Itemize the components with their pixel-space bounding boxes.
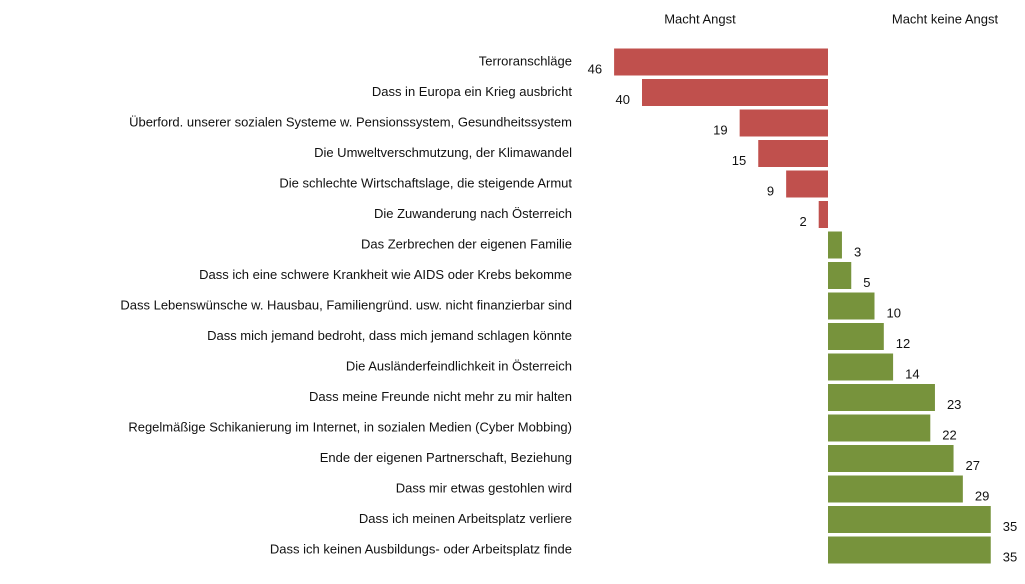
value-label: 10	[887, 305, 901, 320]
category-label: Die Umweltverschmutzung, der Klimawandel	[314, 145, 572, 160]
value-label: 14	[905, 366, 919, 381]
value-label: 46	[588, 61, 602, 76]
category-label: Die Zuwanderung nach Österreich	[374, 206, 572, 221]
value-label: 12	[896, 336, 910, 351]
value-label: 3	[854, 244, 861, 259]
value-label: 15	[732, 153, 746, 168]
bar	[758, 140, 828, 167]
category-label: Dass ich meinen Arbeitsplatz verliere	[359, 511, 572, 526]
value-label: 2	[799, 214, 806, 229]
bar	[828, 353, 894, 381]
bar	[828, 475, 963, 503]
category-label: Regelmäßige Schikanierung im Internet, i…	[128, 419, 572, 434]
bar	[642, 79, 828, 106]
bar	[828, 262, 852, 289]
bar	[614, 48, 828, 76]
legend-header: Macht keine Angst	[892, 11, 999, 26]
bar	[828, 231, 842, 259]
category-label: Die schlechte Wirtschaftslage, die steig…	[279, 175, 572, 190]
value-label: 29	[975, 488, 989, 503]
category-label: Dass mir etwas gestohlen wird	[396, 480, 572, 495]
bar	[818, 201, 828, 228]
bar	[828, 384, 935, 411]
value-label: 5	[863, 275, 870, 290]
bar	[828, 414, 931, 442]
legend-header: Macht Angst	[664, 11, 736, 26]
value-label: 22	[942, 427, 956, 442]
value-label: 23	[947, 397, 961, 412]
value-label: 35	[1003, 549, 1017, 564]
bar	[828, 506, 991, 533]
value-label: 9	[767, 183, 774, 198]
category-label: Dass ich keinen Ausbildungs- oder Arbeit…	[270, 541, 572, 556]
category-label: Dass in Europa ein Krieg ausbricht	[372, 84, 573, 99]
value-label: 19	[713, 122, 727, 137]
category-label: Dass Lebenswünsche w. Hausbau, Familieng…	[120, 297, 572, 312]
category-label: Das Zerbrechen der eigenen Familie	[361, 236, 572, 251]
category-label: Die Ausländerfeindlichkeit in Österreich	[346, 358, 572, 373]
category-label: Dass ich eine schwere Krankheit wie AIDS…	[199, 267, 572, 282]
value-label: 35	[1003, 519, 1017, 534]
bar	[739, 109, 828, 137]
category-label: Dass mich jemand bedroht, dass mich jema…	[207, 328, 572, 343]
value-label: 27	[966, 458, 980, 473]
value-label: 40	[616, 92, 630, 107]
category-label: Terroranschläge	[479, 53, 572, 68]
bar	[828, 323, 884, 350]
bar	[828, 445, 954, 472]
bar	[828, 292, 875, 320]
bar	[786, 170, 828, 198]
bar	[828, 536, 991, 564]
category-label: Dass meine Freunde nicht mehr zu mir hal…	[309, 389, 572, 404]
category-label: Ende der eigenen Partnerschaft, Beziehun…	[320, 450, 572, 465]
category-label: Überford. unserer sozialen Systeme w. Pe…	[129, 114, 572, 129]
